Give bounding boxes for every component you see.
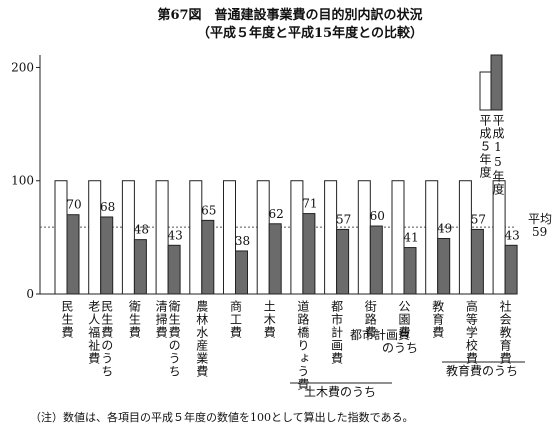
note: （注）数値は、各項目の平成５年度の数値を100として算出した指数である。 (30, 410, 414, 424)
bar (458, 180, 472, 295)
average-label: 平均 (528, 212, 552, 226)
bar (88, 180, 102, 295)
x-tick-label: 街路費 (363, 300, 377, 339)
x-tick-label: 衛生費 (127, 300, 141, 339)
bar (437, 237, 451, 295)
legend-label: 平成15年度 (491, 114, 505, 196)
bar (189, 180, 203, 295)
x-tick-label: 土木費 (262, 300, 276, 339)
value-label: 38 (235, 234, 250, 248)
bar (324, 180, 338, 295)
bar (470, 228, 484, 295)
value-label: 60 (370, 209, 385, 223)
bar (167, 244, 181, 295)
x-tick-label: 社会教育費 (498, 299, 512, 365)
chart-title: 第67図 普通建設事業費の目的別内訳の状況 (157, 7, 422, 23)
x-tick-label: 商工費 (229, 299, 243, 339)
x-tick-label: 高等学校費 (464, 299, 478, 365)
bar (66, 214, 80, 295)
value-label: 57 (336, 212, 351, 226)
average-value: 59 (532, 225, 547, 239)
bar (201, 219, 215, 295)
bar (403, 247, 417, 295)
y-tick-label: 100 (11, 174, 34, 188)
x-tick-label: 民生費のうち (100, 300, 114, 378)
bar (336, 228, 350, 295)
x-tick-label: 衛生費のうち (167, 300, 181, 378)
bar (121, 180, 135, 295)
bar (223, 180, 236, 295)
value-label: 65 (201, 203, 216, 217)
legend-swatch (479, 71, 492, 111)
x-tick-label: 清掃費 (154, 300, 168, 339)
x-tick-label: 老人福祉費 (87, 300, 101, 365)
bar (391, 180, 405, 295)
value-label: 43 (504, 228, 519, 242)
bar (256, 180, 270, 295)
y-tick-label: 0 (26, 287, 34, 301)
value-label: 70 (66, 198, 81, 212)
bar (290, 180, 304, 295)
value-label: 48 (134, 223, 149, 237)
annotation: のうち (382, 341, 418, 355)
bar (268, 223, 282, 295)
x-tick-label: 民生費 (60, 300, 74, 339)
annotation: 教育費のうち (446, 363, 518, 378)
legend-swatch (490, 54, 503, 111)
value-label: 43 (167, 228, 182, 242)
bar (133, 239, 147, 295)
bar (504, 244, 518, 295)
bar (492, 180, 506, 295)
x-tick-label: 公園費 (397, 300, 411, 339)
value-label: 57 (471, 212, 486, 226)
bar (155, 180, 169, 295)
bar (100, 216, 114, 295)
value-label: 41 (403, 231, 418, 245)
bar (54, 180, 68, 295)
bar (235, 250, 248, 295)
value-label: 68 (100, 200, 115, 214)
bar (369, 225, 383, 295)
legend-label: 平成５年度 (478, 114, 492, 179)
bar (357, 180, 371, 295)
chart-subtitle: （平成５年度と平成15年度との比較） (197, 25, 423, 41)
value-label: 49 (437, 221, 452, 235)
x-tick-label: 道路橋りょう費 (296, 300, 310, 391)
annotation: 都市計画費 (350, 327, 410, 342)
bar (425, 180, 439, 295)
x-tick-label: 都市計画費 (330, 300, 344, 365)
annotation: 土木費のうち (304, 384, 376, 399)
value-label: 62 (269, 207, 284, 221)
y-tick-label: 200 (11, 60, 34, 74)
value-label: 71 (302, 197, 317, 211)
x-tick-label: 農林水産業費 (195, 300, 209, 378)
x-tick-label: 教育費 (431, 299, 445, 339)
bar (302, 213, 316, 295)
